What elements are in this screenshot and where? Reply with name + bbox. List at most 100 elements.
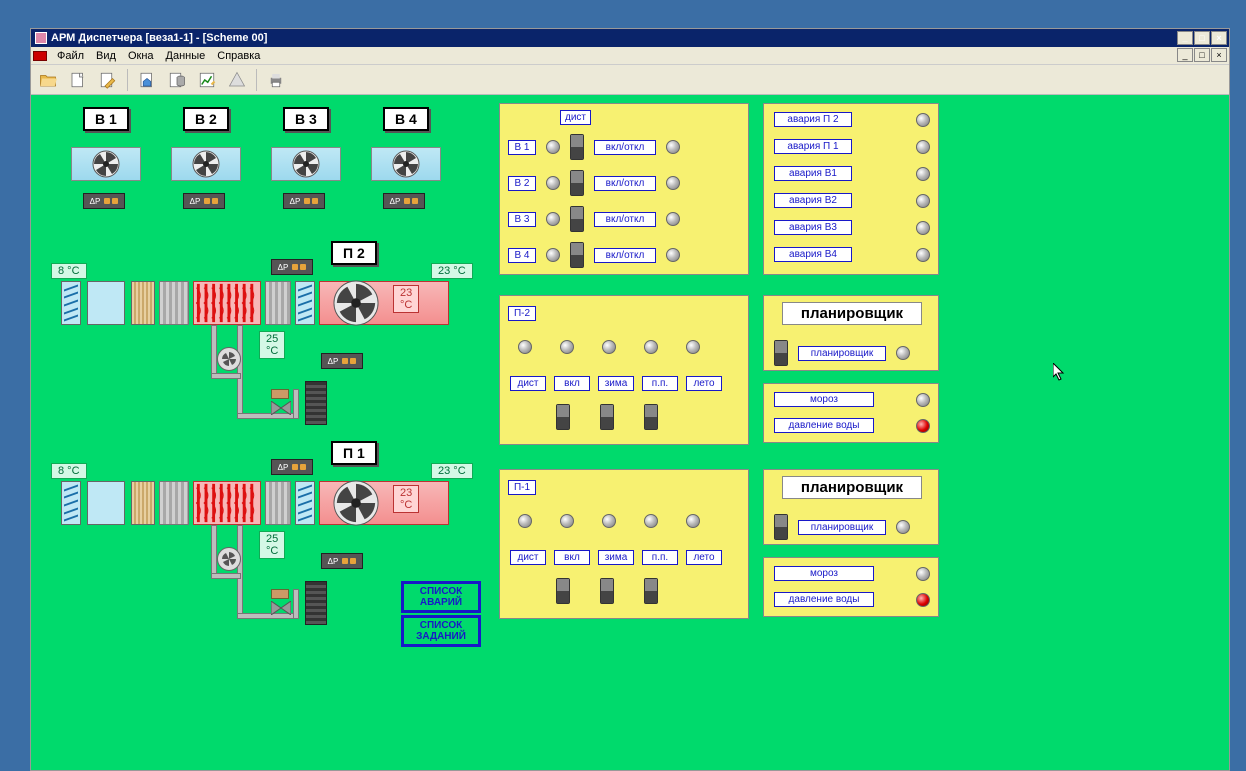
p2-lamp-5: [686, 340, 700, 354]
scada-canvas: В 1 В 2 В 3 В 4 П 2 8 °C 23 °C: [31, 95, 1229, 770]
menu-view[interactable]: Вид: [90, 50, 122, 62]
p1-temp-mid: 23 °C: [431, 463, 473, 479]
home-icon[interactable]: [136, 69, 158, 91]
alarms-icon[interactable]: [226, 69, 248, 91]
p1-lamp-1: [518, 514, 532, 528]
chart-icon[interactable]: [196, 69, 218, 91]
pv-lamp-1: [546, 176, 560, 190]
waterpress-label-p1: давление воды: [774, 592, 874, 607]
p2-switch-2[interactable]: [600, 404, 614, 430]
panel-extra-p2: мороз давление воды: [763, 383, 939, 443]
p2btns-btn-0[interactable]: дист: [510, 376, 546, 391]
p2btns-btn-2[interactable]: зима: [598, 376, 634, 391]
pv-lamp2-3: [666, 248, 680, 262]
p2-lamp-2: [560, 340, 574, 354]
scheduler-title-p1: планировщик: [782, 476, 922, 499]
frost-lamp-p2: [916, 393, 930, 407]
fan-label-0: В 1: [83, 107, 129, 131]
menu-help[interactable]: Справка: [211, 50, 266, 62]
p2-temp-in: 8 °C: [51, 263, 87, 279]
alarm-list-button[interactable]: СПИСОК АВАРИЙ: [401, 581, 481, 613]
sched-p1-switch[interactable]: [774, 514, 788, 540]
p1-switch-2[interactable]: [600, 578, 614, 604]
sched-p2-button[interactable]: планировщик: [798, 346, 886, 361]
pv-lamp2-1: [666, 176, 680, 190]
p1-lamp-4: [644, 514, 658, 528]
p1btns-btn-4[interactable]: лето: [686, 550, 722, 565]
menu-file[interactable]: Файл: [51, 50, 90, 62]
alarm-lamp-0: [916, 113, 930, 127]
pv-onoff-0[interactable]: вкл/откл: [594, 140, 656, 155]
minimize-button[interactable]: _: [1177, 31, 1193, 45]
menu-windows[interactable]: Окна: [122, 50, 160, 62]
alarm-label-0: авария П 2: [774, 112, 852, 127]
pv-onoff-2[interactable]: вкл/откл: [594, 212, 656, 227]
close-button[interactable]: ×: [1211, 31, 1227, 45]
sched-p1-button[interactable]: планировщик: [798, 520, 886, 535]
p1-dp-badge-2: [321, 553, 363, 569]
db-icon[interactable]: [166, 69, 188, 91]
task-list-button[interactable]: СПИСОК ЗАДАНИЙ: [401, 615, 481, 647]
alarm-label-3: авария В2: [774, 193, 852, 208]
p2-lamp-3: [602, 340, 616, 354]
alarm-label-2: авария В1: [774, 166, 852, 181]
pv-onoff-3[interactable]: вкл/откл: [594, 248, 656, 263]
pv-lamp-0: [546, 140, 560, 154]
open-icon[interactable]: [37, 69, 59, 91]
p2-switch-3[interactable]: [644, 404, 658, 430]
fan-label-1: В 2: [183, 107, 229, 131]
p1btns-btn-0[interactable]: дист: [510, 550, 546, 565]
print-icon[interactable]: [265, 69, 287, 91]
mdi-maximize-button[interactable]: □: [1194, 48, 1210, 62]
frost-lamp-p1: [916, 567, 930, 581]
p1btns-btn-3[interactable]: п.п.: [642, 550, 678, 565]
p1btns-btn-2[interactable]: зима: [598, 550, 634, 565]
p1-label: П-1: [508, 480, 536, 495]
p1-switch-1[interactable]: [556, 578, 570, 604]
mdi-icon: [33, 51, 47, 61]
new-icon[interactable]: [67, 69, 89, 91]
panel-scheduler-p1: планировщик планировщик: [763, 469, 939, 545]
p2-temp-mid: 23 °C: [431, 263, 473, 279]
p2btns-btn-1[interactable]: вкл: [554, 376, 590, 391]
pv-onoff-1[interactable]: вкл/откл: [594, 176, 656, 191]
sched-p2-switch[interactable]: [774, 340, 788, 366]
pv-switch-0[interactable]: [570, 134, 584, 160]
fan-dp-0: [83, 193, 125, 209]
pv-switch-1[interactable]: [570, 170, 584, 196]
p2-dp-badge-2: [321, 353, 363, 369]
pv-switch-3[interactable]: [570, 242, 584, 268]
p2-switch-1[interactable]: [556, 404, 570, 430]
p1-dp-badge: [271, 459, 313, 475]
fan-dp-1: [183, 193, 225, 209]
p2-lamp-1: [518, 340, 532, 354]
fan-box-2: [271, 147, 341, 181]
alarm-label-5: авария В4: [774, 247, 852, 262]
pv-lamp2-0: [666, 140, 680, 154]
p1btns-btn-1[interactable]: вкл: [554, 550, 590, 565]
fan-dp-2: [283, 193, 325, 209]
menu-data[interactable]: Данные: [160, 50, 212, 62]
mdi-close-button[interactable]: ×: [1211, 48, 1227, 62]
mdi-minimize-button[interactable]: _: [1177, 48, 1193, 62]
frost-label-p2: мороз: [774, 392, 874, 407]
dist-button[interactable]: дист: [560, 110, 591, 125]
edit-icon[interactable]: [97, 69, 119, 91]
ahu-p2-label: П 2: [331, 241, 377, 265]
panel-p1: П-1 диствклзима п.п. лето: [499, 469, 749, 619]
pv-lamp-3: [546, 248, 560, 262]
p1-lamp-5: [686, 514, 700, 528]
p1-switch-3[interactable]: [644, 578, 658, 604]
pv-label-3: В 4: [508, 248, 536, 263]
maximize-button[interactable]: □: [1194, 31, 1210, 45]
p2btns-btn-4[interactable]: лето: [686, 376, 722, 391]
pv-switch-2[interactable]: [570, 206, 584, 232]
fan-label-2: В 3: [283, 107, 329, 131]
sched-p2-lamp: [896, 346, 910, 360]
fan-box-1: [171, 147, 241, 181]
cursor-icon: [1053, 363, 1065, 381]
panel-fans: дист В 1 вкл/откл В 2 вкл/откл В 3 вкл/о…: [499, 103, 749, 275]
p2btns-btn-3[interactable]: п.п.: [642, 376, 678, 391]
titlebar: АРМ Диспетчера [веза1-1] - [Scheme 00] _…: [31, 29, 1229, 47]
pv-label-2: В 3: [508, 212, 536, 227]
